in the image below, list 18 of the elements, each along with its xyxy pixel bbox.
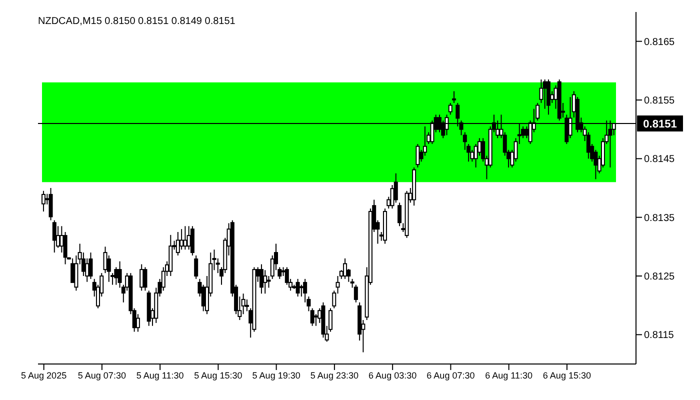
y-tick-label: 0.8165 bbox=[644, 36, 676, 48]
y-tick-label: 0.8135 bbox=[644, 212, 676, 224]
chart-title: NZDCAD,M15 0.8150 0.8151 0.8149 0.8151 bbox=[38, 16, 236, 27]
x-tick-label: 6 Aug 11:30 bbox=[485, 370, 533, 380]
x-tick-label: 5 Aug 07:30 bbox=[78, 370, 126, 380]
ref-line-label: 0.8151 bbox=[643, 118, 677, 130]
y-tick-label: 0.8125 bbox=[644, 272, 676, 283]
x-tick-label: 6 Aug 03:30 bbox=[368, 370, 417, 380]
x-tick-label: 5 Aug 15:30 bbox=[194, 370, 242, 380]
x-tick-label: 5 Aug 11:30 bbox=[136, 370, 184, 380]
x-tick-label: 5 Aug 2025 bbox=[21, 370, 67, 380]
x-tick-label: 5 Aug 19:30 bbox=[252, 370, 300, 380]
x-tick-label: 6 Aug 15:30 bbox=[542, 370, 591, 380]
x-tick-label: 6 Aug 07:30 bbox=[426, 370, 475, 380]
y-tick-label: 0.8145 bbox=[644, 154, 676, 166]
y-tick-label: 0.8155 bbox=[644, 96, 676, 107]
y-tick-label: 0.8115 bbox=[644, 330, 674, 342]
x-tick-label: 5 Aug 23:30 bbox=[310, 370, 358, 380]
